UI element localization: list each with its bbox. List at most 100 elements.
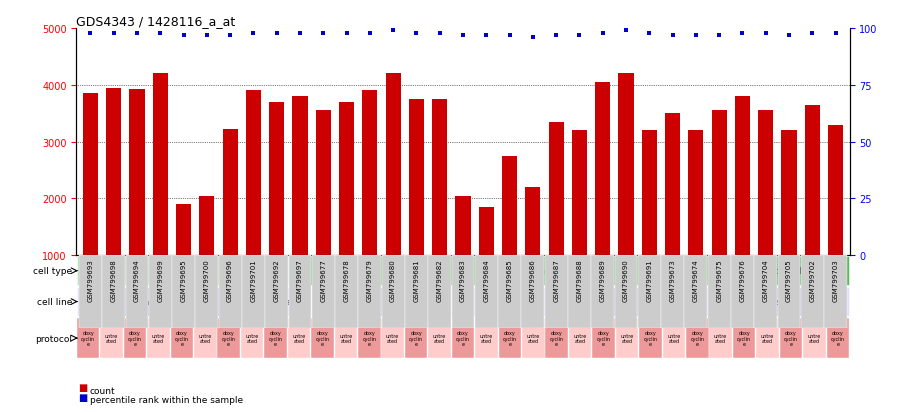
Text: GSM799702: GSM799702 — [809, 259, 815, 301]
Bar — [245, 91, 261, 256]
Text: GDS4343 / 1428116_a_at: GDS4343 / 1428116_a_at — [76, 15, 236, 28]
Text: GSM799703: GSM799703 — [832, 259, 839, 301]
Text: LSL-Kras1: LSL-Kras1 — [749, 297, 787, 306]
Text: GSM799674: GSM799674 — [693, 259, 699, 301]
Bar — [478, 207, 494, 256]
Bar — [545, 256, 567, 328]
Text: doxy
cyclin
e: doxy cyclin e — [737, 330, 752, 346]
Bar — [665, 114, 681, 256]
Text: untre
ated: untre ated — [620, 333, 634, 344]
Bar — [805, 105, 820, 256]
Bar — [312, 256, 334, 328]
Bar — [264, 287, 310, 316]
Text: doxy
cyclin
e: doxy cyclin e — [316, 330, 329, 346]
Text: GSM799677: GSM799677 — [320, 259, 326, 301]
Bar — [686, 318, 708, 358]
Text: iKras4: iKras4 — [580, 297, 604, 306]
Bar — [731, 256, 754, 328]
Text: GSM799678: GSM799678 — [343, 259, 350, 301]
Bar — [288, 256, 755, 285]
Text: untre
ated: untre ated — [480, 333, 493, 344]
Bar — [288, 318, 310, 358]
Bar — [525, 188, 540, 256]
Bar — [316, 111, 331, 256]
Bar — [708, 256, 731, 328]
Text: GSM799686: GSM799686 — [530, 259, 536, 301]
Bar — [642, 131, 657, 256]
Bar — [218, 256, 242, 328]
Bar — [781, 131, 797, 256]
Text: GSM799680: GSM799680 — [390, 259, 396, 301]
Text: GSM799704: GSM799704 — [762, 259, 769, 301]
Bar — [147, 318, 170, 358]
Text: GSM799689: GSM799689 — [600, 259, 606, 301]
Bar — [269, 102, 284, 256]
Bar — [546, 318, 568, 358]
Text: untre
ated: untre ated — [667, 333, 681, 344]
Bar — [172, 256, 195, 328]
Text: doxy
cyclin
e: doxy cyclin e — [174, 330, 189, 346]
Text: untre
ated: untre ated — [386, 333, 399, 344]
Text: untre
ated: untre ated — [574, 333, 587, 344]
Text: iKras3: iKras3 — [182, 297, 206, 306]
Text: GSM799688: GSM799688 — [576, 259, 583, 301]
Text: doxy
cyclin
e: doxy cyclin e — [128, 330, 142, 346]
Bar — [638, 256, 661, 328]
Bar — [241, 318, 263, 358]
Bar — [102, 256, 125, 328]
Text: GSM799675: GSM799675 — [717, 259, 722, 301]
Text: GSM799694: GSM799694 — [134, 259, 140, 301]
Bar — [592, 256, 614, 328]
Bar — [689, 131, 703, 256]
Text: doxy
cyclin
e: doxy cyclin e — [549, 330, 564, 346]
Bar — [661, 256, 684, 328]
Bar — [200, 196, 214, 256]
Text: GSM799697: GSM799697 — [297, 259, 303, 301]
Text: doxy
cyclin
e: doxy cyclin e — [409, 330, 423, 346]
Text: doxy
cyclin
e: doxy cyclin e — [456, 330, 470, 346]
Bar — [311, 287, 357, 316]
Bar — [733, 318, 755, 358]
Bar — [521, 256, 544, 328]
Bar — [475, 256, 498, 328]
Text: untre
ated: untre ated — [761, 333, 774, 344]
Text: untre
ated: untre ated — [245, 333, 259, 344]
Bar — [335, 256, 358, 328]
Bar — [499, 318, 521, 358]
Text: GSM799696: GSM799696 — [227, 259, 233, 301]
Text: iKras1: iKras1 — [88, 297, 111, 306]
Text: doxy
cyclin
e: doxy cyclin e — [831, 330, 845, 346]
Text: untre
ated: untre ated — [199, 333, 212, 344]
Text: doxy
cyclin
e: doxy cyclin e — [269, 330, 282, 346]
Bar — [778, 256, 800, 328]
Bar — [803, 318, 825, 358]
Bar — [733, 287, 802, 316]
Text: iKras3: iKras3 — [486, 297, 511, 306]
Bar — [476, 318, 498, 358]
Text: untre
ated: untre ated — [292, 333, 306, 344]
Bar — [124, 287, 170, 316]
Bar — [595, 83, 610, 256]
Bar — [826, 318, 849, 358]
Bar — [153, 74, 168, 256]
Bar — [79, 256, 102, 328]
Text: untre
ated: untre ated — [433, 333, 446, 344]
Text: untre
ated: untre ated — [714, 333, 727, 344]
Bar — [77, 318, 100, 358]
Text: cell line: cell line — [37, 297, 73, 306]
Text: doxy
cyclin
e: doxy cyclin e — [597, 330, 610, 346]
Bar — [546, 287, 638, 316]
Bar — [432, 100, 448, 256]
Bar — [663, 318, 685, 358]
Text: GSM799692: GSM799692 — [273, 259, 280, 301]
Text: iKras4: iKras4 — [228, 297, 253, 306]
Text: GSM799682: GSM799682 — [437, 259, 442, 301]
Bar — [568, 256, 591, 328]
Bar — [756, 256, 849, 285]
Text: iKras5: iKras5 — [673, 297, 698, 306]
Bar — [756, 318, 779, 358]
Bar — [639, 287, 732, 316]
Bar — [451, 318, 475, 358]
Bar — [359, 256, 381, 328]
Bar — [334, 318, 357, 358]
